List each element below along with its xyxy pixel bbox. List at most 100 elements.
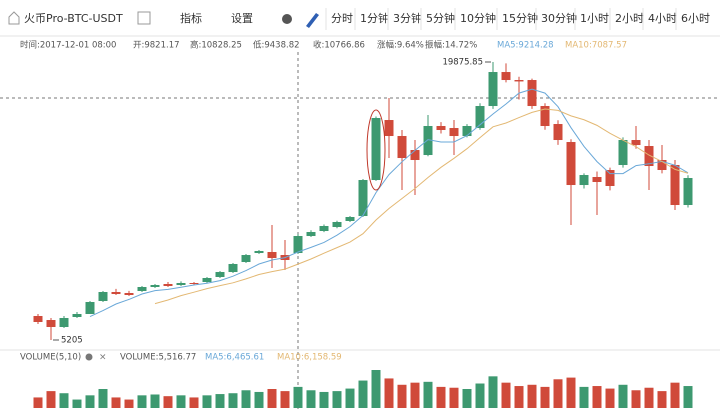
candle-body [254, 250, 264, 254]
candle-body [501, 72, 511, 81]
volume-info-ma10: MA10:6,158.59 [277, 353, 342, 363]
volume-bar [163, 396, 173, 408]
volume-bar [592, 386, 602, 408]
high-label: 19875.85 [442, 58, 483, 68]
candle-body [605, 170, 615, 187]
candle-body [176, 283, 186, 286]
candle-body [124, 293, 134, 295]
period-button[interactable]: 2小时 [615, 12, 644, 25]
volume-bar [137, 395, 147, 408]
volume-bar [644, 387, 654, 408]
volume-bar [150, 394, 160, 408]
volume-bar [566, 377, 576, 408]
period-button[interactable]: 5分钟 [426, 11, 455, 25]
info-time: 时间:2017-12-01 08:00 [20, 40, 116, 51]
toolbar-bg [0, 0, 720, 36]
period-button[interactable]: 30分钟 [541, 11, 577, 25]
candle-body [449, 128, 459, 137]
volume-bar [332, 391, 342, 408]
candle-body [657, 160, 667, 171]
volume-bar [124, 399, 134, 408]
volume-bar [527, 384, 537, 408]
volume-bar [670, 382, 680, 408]
candle-body [371, 118, 381, 181]
candle-body [98, 292, 108, 302]
candle-body [59, 318, 69, 328]
low-label: 5205 [61, 336, 83, 346]
volume-info-volume: VOLUME:5,516.77 [120, 353, 196, 363]
period-button[interactable]: 3分钟 [393, 11, 422, 25]
candle-body [85, 302, 95, 315]
period-button[interactable]: 分时 [331, 12, 353, 25]
volume-bar [215, 394, 225, 408]
volume-settings-icon[interactable] [85, 353, 93, 361]
volume-info-ma5: MA5:6,465.61 [205, 353, 264, 363]
volume-bar [72, 399, 82, 408]
volume-bar [397, 384, 407, 408]
home-icon[interactable] [8, 11, 20, 25]
candle-body [202, 277, 212, 282]
volume-bar [176, 395, 186, 408]
period-button[interactable]: 6小时 [681, 12, 710, 25]
info-bar: 时间:2017-12-01 08:00 开:9821.17 高:10828.25 低:… [20, 40, 627, 51]
period-button[interactable]: 10分钟 [460, 11, 496, 25]
volume-bar [449, 387, 459, 408]
candle-body [384, 120, 394, 137]
candle-body [293, 236, 303, 254]
volume-bar [657, 391, 667, 408]
candle-body [514, 80, 524, 82]
volume-bar [410, 382, 420, 408]
candle-body [683, 178, 693, 206]
info-close: 收:10766.86 [313, 40, 365, 51]
candle-body [241, 255, 251, 263]
info-ma5: MA5:9214.28 [497, 41, 554, 51]
theme-icon[interactable] [282, 14, 292, 24]
settings-button[interactable]: 设置 [231, 12, 253, 25]
candle-body [488, 72, 498, 107]
period-button[interactable]: 1小时 [580, 12, 609, 25]
candle-body [306, 232, 316, 237]
indicators-button[interactable]: 指标 [180, 11, 202, 25]
candle-body [137, 286, 147, 291]
candle-body [332, 222, 342, 228]
volume-bar [85, 395, 95, 408]
toolbar: 火币Pro-BTC-USDT 指标 设置 分时 1分钟 3分钟 5分钟 10分钟 15分钟… [0, 0, 720, 37]
highlight [366, 109, 386, 191]
period-button[interactable]: 1分钟 [360, 11, 389, 25]
volume-bar [46, 391, 56, 408]
candle-body [553, 124, 563, 141]
volume-bar [423, 381, 433, 408]
ma-line [89, 88, 689, 318]
volume-bar [631, 390, 641, 408]
volume-bar [267, 389, 277, 408]
info-low: 低:9438.82 [253, 40, 300, 51]
volume-bar [436, 386, 446, 408]
candle-body [423, 126, 433, 156]
draw-icon[interactable] [306, 13, 319, 28]
candle-body [150, 285, 160, 287]
volume-bar [358, 380, 368, 408]
volume-bar [579, 386, 589, 408]
volume-bar [254, 391, 264, 408]
volume-bar [241, 390, 251, 408]
info-open: 开:9821.17 [133, 41, 180, 51]
period-button[interactable]: 15分钟 [502, 11, 538, 25]
volume-bar [228, 393, 238, 408]
candle-body [228, 263, 238, 273]
volume-close-icon[interactable]: × [99, 353, 107, 363]
candle-body [72, 314, 82, 317]
period-button[interactable]: 4小时 [648, 12, 677, 25]
candle-body [267, 252, 277, 259]
candle-body [436, 126, 446, 131]
volume-info-title: VOLUME(5,10) [20, 353, 81, 363]
info-high: 高:10828.25 [190, 40, 242, 51]
volume-bar [293, 386, 303, 408]
info-change: 涨幅:9.64% [377, 40, 424, 51]
volume-bar [33, 397, 43, 408]
volume-bar [384, 378, 394, 408]
fullscreen-icon[interactable] [137, 11, 151, 25]
candle-body [33, 316, 43, 322]
candle-body [397, 136, 407, 159]
symbol[interactable]: 火币Pro-BTC-USDT [24, 12, 123, 25]
volume-bar [98, 389, 108, 408]
